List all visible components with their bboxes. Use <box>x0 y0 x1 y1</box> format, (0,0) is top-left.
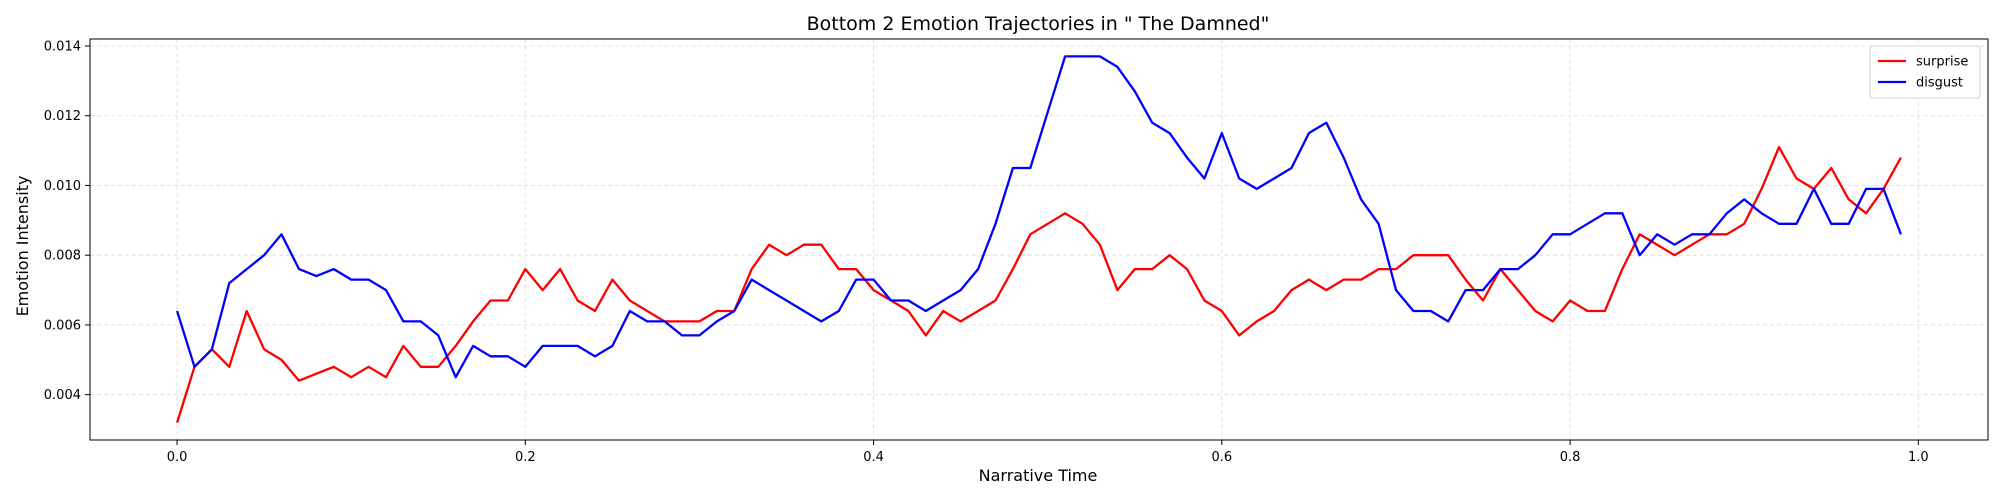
y-tick-label: 0.012 <box>44 109 81 124</box>
legend: surprise disgust <box>1869 45 1981 99</box>
x-tick-label: 0.0 <box>167 450 188 465</box>
legend-label-disgust: disgust <box>1916 76 1963 91</box>
x-axis-label: Narrative Time <box>979 466 1098 485</box>
x-tick-label: 1.0 <box>1908 450 1929 465</box>
grid <box>90 39 1988 440</box>
legend-label-surprise: surprise <box>1916 55 1968 70</box>
y-tick-label: 0.008 <box>44 249 81 264</box>
x-tick-label: 0.2 <box>515 450 536 465</box>
y-tick-label: 0.004 <box>44 388 81 403</box>
y-axis-label: Emotion Intensity <box>13 176 32 317</box>
y-tick-label: 0.006 <box>44 318 81 333</box>
plot-area-frame <box>89 38 1989 441</box>
y-tick-label: 0.014 <box>44 39 81 54</box>
series-lines <box>176 55 1902 423</box>
series-line-surprise <box>176 145 1902 423</box>
series-line-disgust <box>176 55 1902 379</box>
legend-box <box>1869 45 1981 99</box>
y-tick-label: 0.010 <box>44 179 81 194</box>
x-tick-label: 0.8 <box>1560 450 1581 465</box>
x-tick-label: 0.4 <box>863 450 884 465</box>
chart-title: Bottom 2 Emotion Trajectories in " The D… <box>807 13 1270 35</box>
x-tick-label: 0.6 <box>1211 450 1232 465</box>
axis-ticks: 0.0 0.2 0.4 0.6 0.8 1.0 0.004 0.006 0.008 0.010 0.… <box>44 39 1929 465</box>
